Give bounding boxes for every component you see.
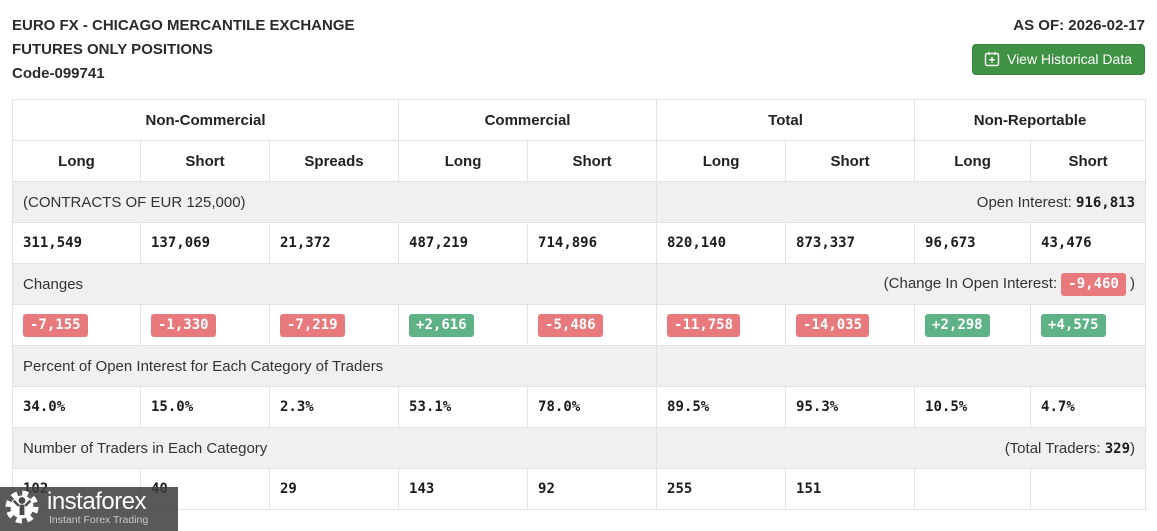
subheader-t-short: Short: [785, 140, 916, 182]
total-traders-value: 329: [1104, 440, 1131, 457]
subheader-c-short: Short: [527, 140, 658, 182]
subheader-nr-short: Short: [1030, 140, 1147, 182]
group-non-commercial: Non-Commercial: [11, 99, 400, 141]
percent-label: Percent of Open Interest for Each Catego…: [11, 345, 658, 387]
percent-nr-long: 10.5%: [914, 386, 1032, 428]
positions-nr-short: 43,476: [1030, 222, 1147, 264]
traders-section-row: Number of Traders in Each Category (Tota…: [11, 427, 1147, 469]
percent-nc-spreads: 2.3%: [268, 386, 400, 428]
contracts-label: (CONTRACTS OF EUR 125,000): [11, 181, 658, 223]
traders-nr-long: [914, 468, 1032, 510]
percent-section-row: Percent of Open Interest for Each Catego…: [11, 345, 1147, 387]
changes-nc-long: -7,155: [12, 304, 141, 346]
subheader-nc-long: Long: [12, 140, 141, 182]
percent-nr-short: 4.7%: [1030, 386, 1147, 428]
total-traders-suffix: ): [1130, 439, 1136, 457]
traders-nc-spreads: 29: [268, 468, 400, 510]
percent-t-long: 89.5%: [656, 386, 787, 428]
contracts-section-row: (CONTRACTS OF EUR 125,000) Open Interest…: [11, 181, 1147, 223]
total-traders-cell: (Total Traders: 329): [656, 427, 1147, 469]
subheader-nc-spreads: Spreads: [268, 140, 400, 182]
group-commercial: Commercial: [398, 99, 658, 141]
change-badge: -5,486: [538, 313, 603, 337]
change-badge: -11,758: [667, 313, 741, 337]
changes-t-short: -14,035: [785, 304, 916, 346]
positions-t-short: 873,337: [785, 222, 916, 264]
percent-c-short: 78.0%: [527, 386, 658, 428]
change-oi-cell: (Change In Open Interest: -9,460 ): [656, 263, 1147, 305]
change-badge: -1,330: [151, 313, 216, 337]
change-badge: +2,298: [925, 313, 990, 337]
traders-row: 102 40 29 143 92 255 151: [12, 468, 1147, 510]
cot-table: Non-Commercial Commercial Total Non-Repo…: [11, 99, 1147, 510]
positions-nr-long: 96,673: [914, 222, 1032, 264]
subheader-nc-short: Short: [140, 140, 270, 182]
view-historical-data-button[interactable]: View Historical Data: [971, 44, 1145, 75]
instaforex-watermark: instaforex Instant Forex Trading: [0, 487, 178, 531]
cot-report-page: EURO FX - CHICAGO MERCANTILE EXCHANGE FU…: [11, 14, 1147, 510]
group-non-reportable: Non-Reportable: [914, 99, 1147, 141]
changes-nr-long: +2,298: [914, 304, 1032, 346]
total-traders-label: (Total Traders:: [1004, 439, 1105, 457]
positions-row: 311,549 137,069 21,372 487,219 714,896 8…: [12, 222, 1147, 264]
changes-label: Changes: [11, 263, 658, 305]
report-code: Code-099741: [12, 65, 105, 82]
traders-c-short: 92: [527, 468, 658, 510]
change-badge: +2,616: [409, 313, 474, 337]
open-interest-cell: Open Interest: 916,813: [656, 181, 1147, 223]
traders-nr-short: [1030, 468, 1147, 510]
open-interest-value: 916,813: [1076, 194, 1136, 211]
changes-section-row: Changes (Change In Open Interest: -9,460…: [11, 263, 1147, 305]
percent-t-short: 95.3%: [785, 386, 916, 428]
changes-nr-short: +4,575: [1030, 304, 1147, 346]
group-header-row: Non-Commercial Commercial Total Non-Repo…: [11, 99, 1147, 141]
change-badge: -14,035: [796, 313, 870, 337]
percent-c-long: 53.1%: [398, 386, 529, 428]
view-historical-data-label: View Historical Data: [1006, 51, 1132, 67]
open-interest-label: Open Interest:: [976, 193, 1077, 211]
changes-c-long: +2,616: [398, 304, 529, 346]
traders-c-long: 143: [398, 468, 529, 510]
report-title: EURO FX - CHICAGO MERCANTILE EXCHANGE: [12, 17, 355, 34]
report-subtitle: FUTURES ONLY POSITIONS: [12, 41, 213, 58]
change-badge: -7,219: [280, 313, 345, 337]
percents-row: 34.0% 15.0% 2.3% 53.1% 78.0% 89.5% 95.3%…: [12, 386, 1147, 428]
percent-nc-long: 34.0%: [12, 386, 141, 428]
change-oi-value-badge: -9,460: [1061, 272, 1126, 296]
report-header: EURO FX - CHICAGO MERCANTILE EXCHANGE FU…: [12, 14, 1145, 86]
report-titles: EURO FX - CHICAGO MERCANTILE EXCHANGE FU…: [12, 14, 355, 86]
as-of-date: AS OF: 2026-02-17: [1013, 17, 1145, 34]
change-badge: -7,155: [23, 313, 88, 337]
positions-nc-long: 311,549: [12, 222, 141, 264]
traders-t-long: 255: [656, 468, 787, 510]
watermark-text: instaforex Instant Forex Trading: [47, 490, 148, 526]
changes-row: -7,155 -1,330 -7,219 +2,616 -5,486 -11,7…: [12, 304, 1147, 346]
changes-nc-short: -1,330: [140, 304, 270, 346]
watermark-brand: instaforex: [47, 488, 147, 516]
change-oi-label: (Change In Open Interest:: [883, 274, 1062, 292]
instaforex-gear-logo-icon: [4, 488, 40, 529]
header-right: AS OF: 2026-02-17 View Historical Data: [971, 14, 1145, 75]
traders-t-short: 151: [785, 468, 916, 510]
changes-t-long: -11,758: [656, 304, 787, 346]
watermark-tagline: Instant Forex Trading: [49, 514, 149, 527]
percent-nc-short: 15.0%: [140, 386, 270, 428]
subheader-t-long: Long: [656, 140, 787, 182]
positions-c-short: 714,896: [527, 222, 658, 264]
positions-nc-spreads: 21,372: [268, 222, 400, 264]
calendar-plus-icon: [984, 51, 1000, 67]
subheader-c-long: Long: [398, 140, 529, 182]
subheader-row: Long Short Spreads Long Short Long Short…: [12, 140, 1147, 182]
change-oi-suffix: ): [1125, 274, 1136, 292]
subheader-nr-long: Long: [914, 140, 1032, 182]
positions-c-long: 487,219: [398, 222, 529, 264]
positions-nc-short: 137,069: [140, 222, 270, 264]
percent-section-empty: [656, 345, 1147, 387]
positions-t-long: 820,140: [656, 222, 787, 264]
changes-c-short: -5,486: [527, 304, 658, 346]
group-total: Total: [656, 99, 916, 141]
traders-label: Number of Traders in Each Category: [11, 427, 658, 469]
changes-nc-spreads: -7,219: [268, 304, 400, 346]
change-badge: +4,575: [1041, 313, 1106, 337]
